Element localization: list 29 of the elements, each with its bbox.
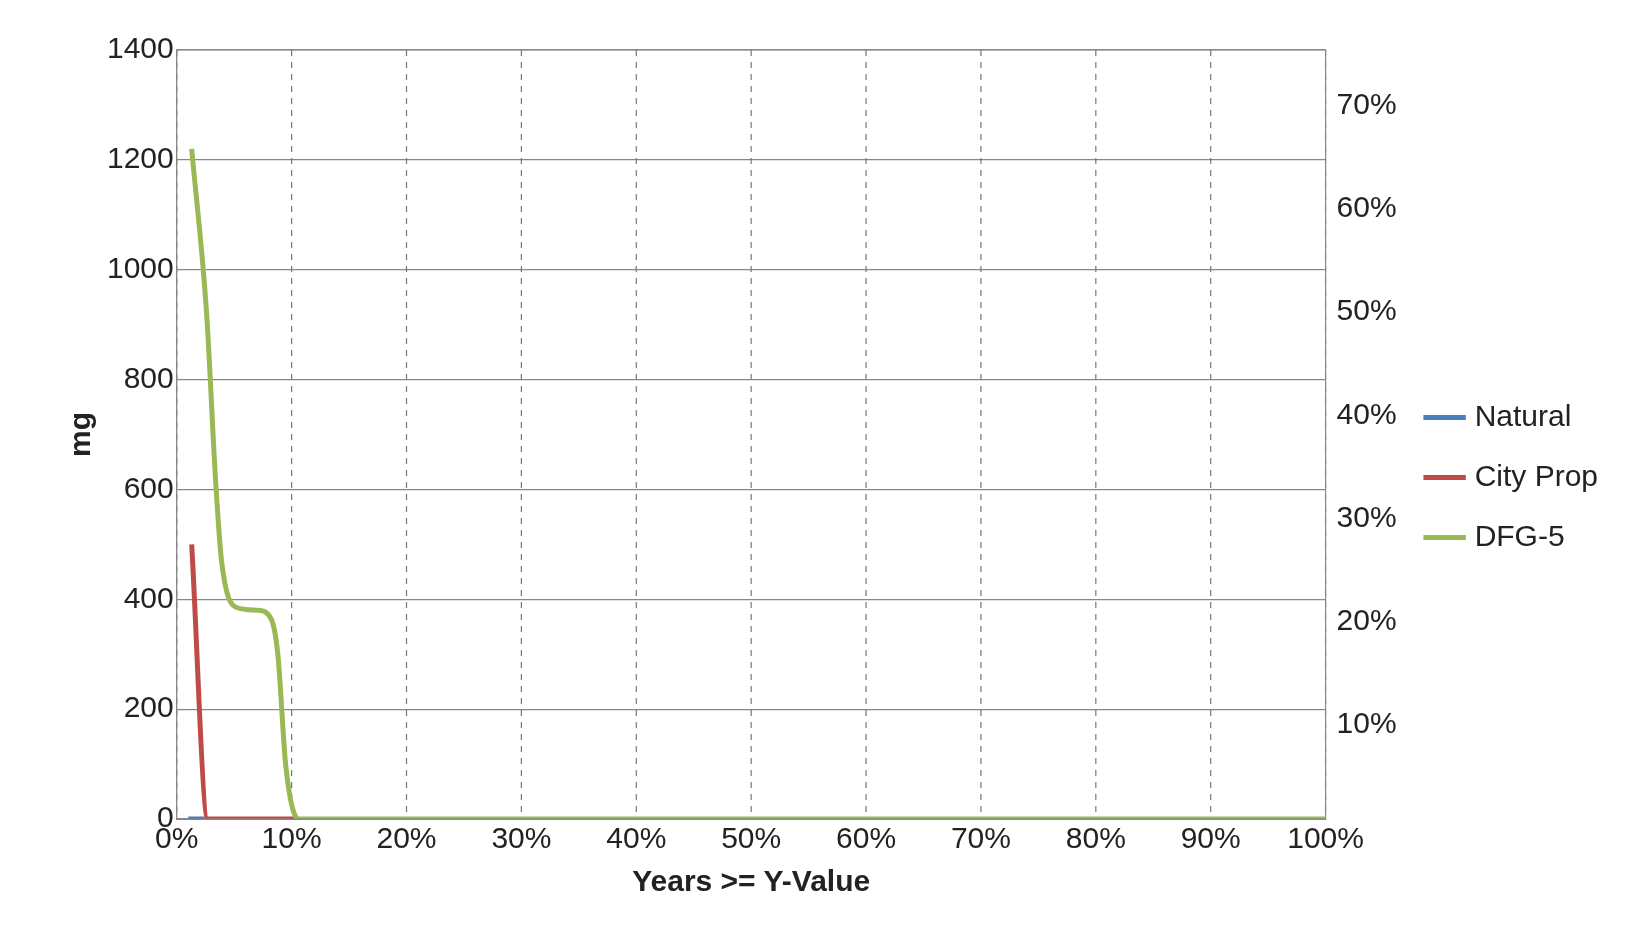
y2-tick-label: 50% — [1336, 293, 1397, 327]
x-axis-title: Years >= Y-Value — [632, 864, 871, 898]
legend-label: Natural — [1474, 398, 1572, 432]
y2-tick-label: 70% — [1336, 87, 1397, 121]
y2-tick-label: 30% — [1336, 499, 1397, 533]
y2-tick-label: 20% — [1336, 603, 1397, 637]
y2-tick-label: 60% — [1336, 190, 1397, 224]
y2-tick-label: 40% — [1336, 396, 1397, 430]
y-tick-label: 200 — [123, 690, 174, 724]
x-tick-label: 60% — [836, 821, 897, 855]
y-axis-title: mg — [63, 412, 97, 457]
x-tick-label: 30% — [491, 821, 552, 855]
x-tick-label: 100% — [1287, 821, 1364, 855]
x-tick-label: 50% — [721, 821, 782, 855]
y-tick-label: 600 — [123, 470, 174, 504]
x-tick-label: 20% — [376, 821, 437, 855]
x-tick-label: 80% — [1065, 821, 1126, 855]
legend-label: DFG-5 — [1474, 518, 1565, 552]
y-tick-label: 800 — [123, 360, 174, 394]
y-tick-label: 1400 — [106, 31, 174, 65]
x-tick-label: 70% — [950, 821, 1011, 855]
y-tick-label: 400 — [123, 580, 174, 614]
x-tick-label: 10% — [261, 821, 322, 855]
y-tick-label: 1200 — [106, 141, 174, 175]
legend-label: City Prop — [1474, 458, 1599, 492]
x-tick-label: 90% — [1180, 821, 1241, 855]
x-tick-label: 40% — [606, 821, 667, 855]
y-tick-label: 1000 — [106, 250, 174, 284]
y2-tick-label: 10% — [1336, 706, 1397, 740]
